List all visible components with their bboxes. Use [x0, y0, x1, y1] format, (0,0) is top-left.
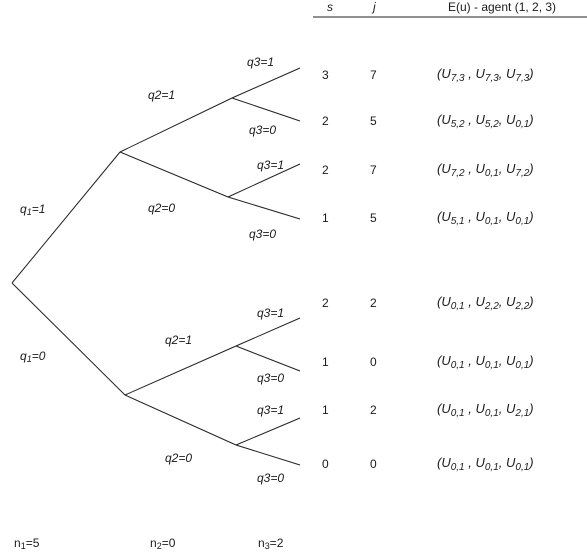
- count-n1: n1=5: [14, 536, 40, 551]
- column-header-j: j: [373, 0, 376, 14]
- row-s-value: 2: [322, 296, 329, 310]
- payoff-tuple: (U7,3 , U7,3, U7,3): [437, 66, 534, 84]
- branch-label-q2-1-top: q2=1: [148, 88, 176, 102]
- payoff-tuple: (U5,2 , U5,2, U0,1): [437, 112, 534, 130]
- edge-leaf-4: [227, 196, 301, 220]
- row-j-value: 7: [370, 68, 377, 82]
- branch-label-q3: q3=0: [257, 371, 285, 385]
- branch-label-q2-0-bottom: q2=0: [165, 451, 193, 465]
- row-j-value: 5: [370, 114, 377, 128]
- edge-q1-1-q2-1: [119, 97, 233, 153]
- payoff-tuple: (U0,1 , U2,2, U2,2): [437, 294, 534, 312]
- edge-leaf-3: [227, 163, 301, 198]
- payoff-tuple: (U0,1 , U0,1, U0,1): [437, 353, 534, 371]
- branch-label-q3: q3=1: [257, 306, 285, 320]
- branch-label-q2-1-bottom: q2=1: [165, 333, 193, 347]
- edge-leaf-6: [235, 345, 301, 372]
- row-j-value: 2: [370, 403, 377, 417]
- row-s-value: 0: [322, 457, 329, 471]
- edge-root-q1-0: [11, 282, 126, 396]
- payoff-tuple: (U0,1 , U0,1, U0,1): [437, 455, 534, 473]
- row-j-value: 0: [370, 457, 377, 471]
- row-s-value: 1: [322, 355, 329, 369]
- row-s-value: 2: [322, 163, 329, 177]
- edge-root-q1-1: [11, 151, 121, 284]
- row-s-value: 2: [322, 114, 329, 128]
- branch-label-q3: q3=1: [247, 55, 275, 69]
- edge-leaf-2: [231, 97, 301, 122]
- row-s-value: 1: [322, 403, 329, 417]
- payoff-tuple: (U7,2 , U0,1, U7,2): [437, 161, 534, 179]
- branch-label-q2-0-top: q2=0: [148, 201, 176, 215]
- column-header-expected-utility: E(u) - agent (1, 2, 3): [448, 0, 557, 14]
- branch-label-q1-1: q1=1: [20, 202, 46, 217]
- edge-leaf-1: [231, 67, 301, 99]
- row-j-value: 2: [370, 296, 377, 310]
- branch-label-q1-0: q1=0: [20, 349, 46, 364]
- row-s-value: 3: [322, 68, 329, 82]
- branch-label-q3: q3=0: [249, 123, 277, 137]
- branch-label-q3: q3=1: [257, 403, 285, 417]
- row-j-value: 7: [370, 163, 377, 177]
- branch-label-q3: q3=1: [257, 158, 285, 172]
- branch-label-q3: q3=0: [257, 471, 285, 485]
- row-s-value: 1: [322, 211, 329, 225]
- branch-label-q3: q3=0: [249, 227, 277, 241]
- payoff-tuple: (U5,1 , U0,1, U0,1): [437, 209, 534, 227]
- edge-leaf-8: [235, 444, 301, 466]
- column-header-s: s: [327, 0, 333, 14]
- edge-q1-0-q2-1: [124, 345, 237, 396]
- count-n2: n2=0: [150, 536, 176, 551]
- edge-q1-1-q2-0: [119, 151, 229, 198]
- count-n3: n3=2: [258, 536, 284, 551]
- edge-q1-0-q2-0: [124, 394, 237, 446]
- payoff-tuple: (U0,1 , U0,1, U2,1): [437, 401, 534, 419]
- edge-leaf-7: [235, 417, 301, 446]
- row-j-value: 0: [370, 355, 377, 369]
- edge-leaf-5: [235, 317, 301, 347]
- row-j-value: 5: [370, 211, 377, 225]
